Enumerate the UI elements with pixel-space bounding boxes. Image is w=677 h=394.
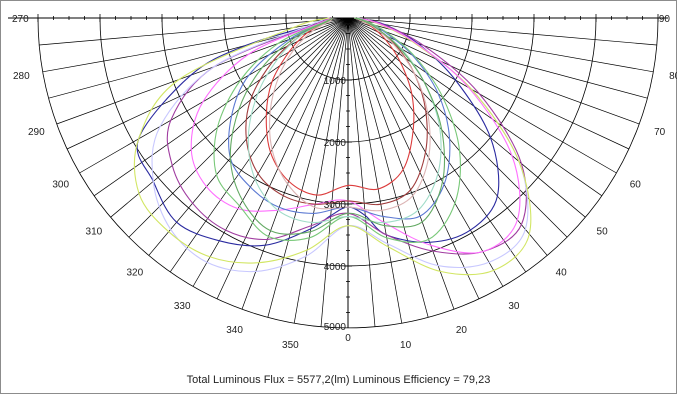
radial-tick-label: 3000	[324, 200, 347, 211]
footer-summary: Total Luminous Flux = 5577,2(lm) Luminou…	[186, 374, 491, 386]
grid-spoke	[93, 17, 349, 197]
grid-spoke	[347, 17, 657, 46]
angle-label-right: 90	[659, 14, 671, 25]
angle-label-left: 320	[126, 268, 143, 279]
grid-spoke	[169, 17, 349, 273]
radial-tick-label: 2000	[324, 138, 347, 149]
grid-spoke	[347, 17, 527, 273]
grid-spoke	[241, 17, 349, 310]
angle-label-left: 290	[28, 127, 45, 138]
grid-spoke	[347, 17, 568, 238]
series-line-8	[245, 17, 428, 206]
chart-series	[133, 17, 532, 276]
chart-grid	[8, 14, 668, 329]
angle-label-right: 10	[400, 340, 412, 351]
angle-label-right: 20	[456, 325, 468, 336]
angle-label-right: 80	[669, 71, 677, 82]
series-line-4	[133, 17, 532, 276]
radial-tick-label: 1000	[324, 76, 347, 87]
angle-label-right: 50	[597, 227, 609, 238]
grid-spoke	[110, 17, 349, 218]
grid-spoke	[42, 17, 349, 73]
series-line-1	[136, 17, 500, 247]
grid-spoke	[320, 17, 349, 327]
grid-spoke	[347, 17, 455, 310]
grid-spoke	[347, 17, 548, 256]
grid-spoke	[128, 17, 349, 238]
grid-spoke	[347, 17, 429, 318]
angle-label-left: 280	[13, 71, 30, 82]
angle-label-left: 270	[12, 14, 29, 25]
series-line-10	[247, 17, 442, 224]
grid-spoke	[347, 17, 376, 327]
grid-spoke	[347, 17, 654, 73]
series-line-11	[269, 17, 431, 212]
angle-label-left: 300	[52, 179, 69, 190]
grid-spoke	[293, 17, 349, 324]
angle-label-right: 70	[654, 127, 666, 138]
angle-label-right: 60	[630, 179, 642, 190]
grid-spoke	[216, 17, 349, 300]
angle-label-right: 30	[508, 301, 520, 312]
series-line-12	[229, 17, 446, 235]
series-line-2	[166, 17, 527, 255]
angle-label-right: 40	[556, 268, 568, 279]
series-line-9	[265, 17, 415, 196]
angle-label-left: 350	[282, 340, 299, 351]
grid-spoke	[347, 17, 586, 218]
radial-tick-label: 4000	[324, 262, 347, 273]
grid-spoke	[66, 17, 349, 150]
radial-tick-label: 5000	[324, 322, 347, 333]
angle-label-left: 310	[86, 227, 103, 238]
angle-label-right: 0	[345, 333, 351, 344]
grid-spoke	[56, 17, 349, 125]
grid-spoke	[79, 17, 349, 174]
grid-spoke	[347, 17, 403, 324]
grid-spoke	[267, 17, 349, 318]
grid-spoke	[347, 17, 617, 174]
angle-label-left: 340	[226, 325, 243, 336]
grid-spoke	[39, 17, 349, 46]
angle-label-left: 330	[174, 301, 191, 312]
grid-spoke	[347, 17, 640, 125]
